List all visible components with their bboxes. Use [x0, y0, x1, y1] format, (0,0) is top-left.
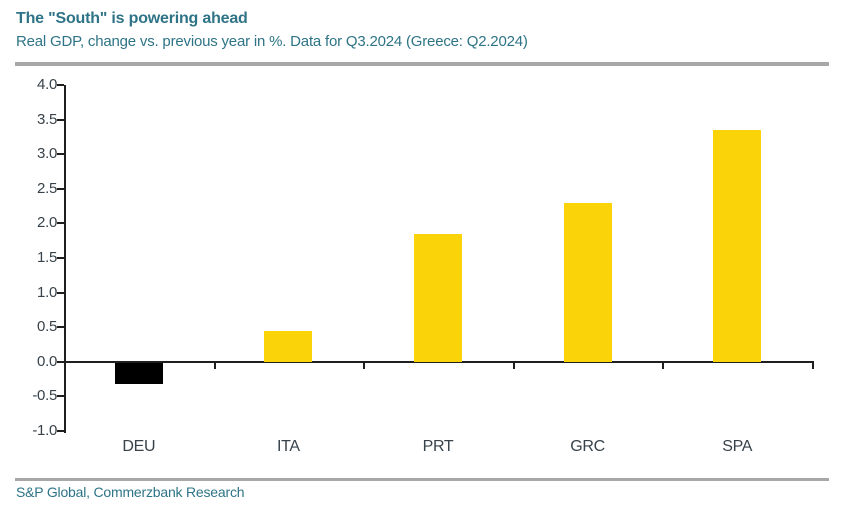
- y-tick: [57, 395, 64, 398]
- y-tick: [57, 222, 64, 225]
- y-tick: [57, 153, 64, 156]
- y-tick: [57, 257, 64, 259]
- y-tick: [57, 118, 64, 121]
- x-tick: [213, 362, 216, 369]
- y-tick-label: 4.0: [37, 76, 57, 93]
- y-tick: [57, 430, 64, 432]
- bar-deu: [114, 362, 163, 384]
- y-tick: [57, 187, 64, 190]
- chart-subtitle: Real GDP, change vs. previous year in %.…: [16, 33, 528, 50]
- y-tick: [57, 360, 64, 363]
- bar-spa: [713, 129, 762, 362]
- y-tick: [57, 84, 64, 86]
- x-tick: [662, 362, 665, 369]
- x-tick-label: PRT: [422, 438, 454, 455]
- bar-grc: [563, 202, 612, 362]
- y-tick-label: 0.0: [37, 352, 57, 370]
- y-tick-label: 0.5: [37, 318, 57, 336]
- x-tick: [812, 362, 814, 369]
- x-axis-line: [64, 360, 814, 363]
- y-tick-label: 3.0: [37, 145, 57, 163]
- y-tick-label: -1.0: [32, 422, 57, 439]
- bar-ita: [264, 330, 313, 362]
- x-tick-label: ITA: [276, 438, 300, 455]
- y-axis-line: [64, 85, 66, 433]
- y-tick: [57, 291, 64, 294]
- x-tick-label: GRC: [570, 438, 605, 455]
- x-tick: [363, 362, 366, 369]
- bar-prt: [414, 233, 462, 362]
- chart-title: The "South" is powering ahead: [16, 10, 248, 27]
- y-tick-label: 2.0: [37, 214, 57, 232]
- footer-divider: [15, 478, 829, 481]
- y-tick-label: 2.5: [37, 179, 57, 197]
- source-text: S&P Global, Commerzbank Research: [16, 484, 245, 500]
- y-tick-label: 3.5: [37, 110, 57, 128]
- x-tick: [512, 362, 515, 369]
- y-tick: [57, 326, 64, 329]
- header-divider: [15, 62, 829, 66]
- y-tick-label: 1.0: [37, 283, 57, 301]
- x-tick-label: DEU: [122, 438, 156, 455]
- y-tick-label: -0.5: [32, 387, 57, 405]
- y-tick-label: 1.5: [37, 249, 57, 266]
- x-tick-label: SPA: [722, 438, 753, 455]
